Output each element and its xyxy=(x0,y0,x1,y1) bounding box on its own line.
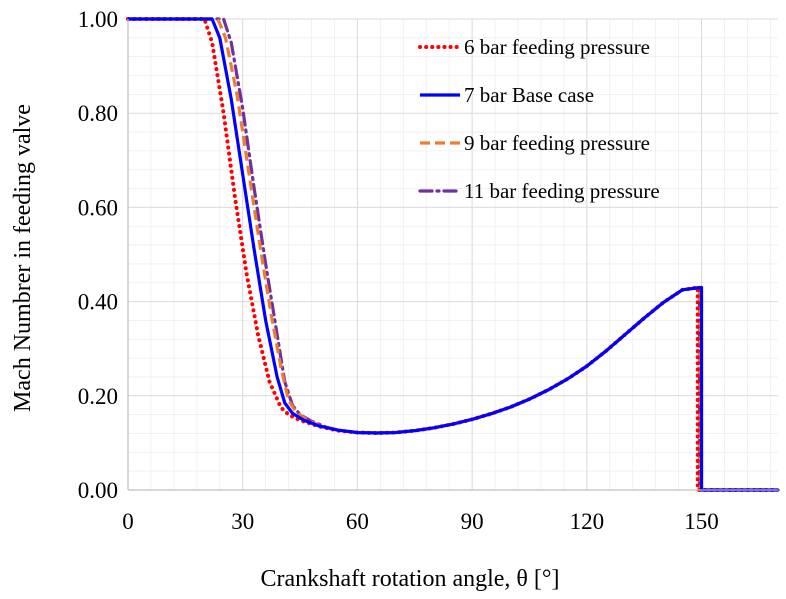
y-axis-title: Mach Numbrer in feeding valve xyxy=(10,104,36,412)
x-tick-label: 60 xyxy=(346,509,369,534)
x-tick-label: 30 xyxy=(231,509,254,534)
legend-label: 9 bar feeding pressure xyxy=(464,131,650,155)
axes xyxy=(127,19,778,491)
legend-label: 7 bar Base case xyxy=(464,83,594,107)
y-tick-label: 0.00 xyxy=(78,478,118,503)
series-group xyxy=(126,17,780,492)
y-tick-label: 0.40 xyxy=(78,290,118,315)
y-tick-label: 0.60 xyxy=(78,195,118,220)
y-tick-label: 1.00 xyxy=(78,7,118,32)
x-axis-title: Crankshaft rotation angle, θ [°] xyxy=(260,566,559,592)
tick-labels: 0 30 60 90 120 150 0.00 0.20 0.40 0.60 0.80 1.00 xyxy=(78,7,719,534)
x-tick-label: 120 xyxy=(570,509,605,534)
x-tick-label: 150 xyxy=(684,509,719,534)
y-tick-label: 0.20 xyxy=(78,384,118,409)
x-tick-label: 0 xyxy=(122,509,134,534)
legend-label: 11 bar feeding pressure xyxy=(464,179,660,203)
legend: 6 bar feeding pressure 7 bar Base case 9 b… xyxy=(418,35,660,203)
x-tick-label: 90 xyxy=(461,509,484,534)
legend-label: 6 bar feeding pressure xyxy=(464,35,650,59)
y-tick-label: 0.80 xyxy=(78,101,118,126)
series-line-7-bar-base-case xyxy=(128,17,778,492)
